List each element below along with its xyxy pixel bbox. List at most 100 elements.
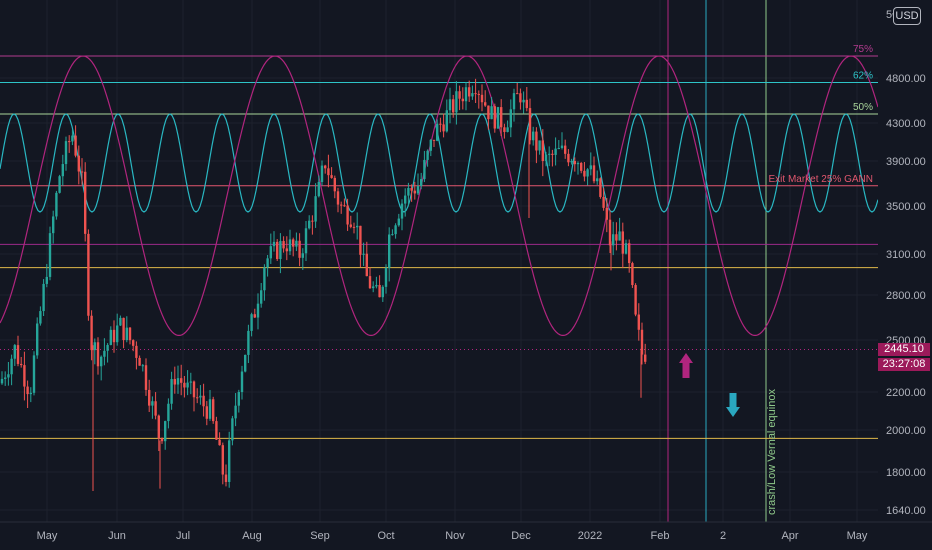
candle-body [640, 329, 644, 355]
candle-body [96, 342, 100, 367]
candle-body [439, 123, 442, 125]
candle-body [525, 99, 528, 109]
candle-body [605, 207, 608, 220]
candle-body [596, 178, 599, 182]
candle-body [544, 154, 548, 161]
candle-body [327, 168, 330, 176]
candle-body [269, 246, 272, 259]
candle-body [285, 248, 288, 252]
candle-body [135, 345, 138, 358]
y-tick-label: 2200.00 [886, 387, 926, 399]
candle-body [205, 406, 208, 419]
candle-body [311, 220, 314, 222]
candle-body [154, 401, 157, 416]
x-tick-label: Oct [377, 530, 394, 542]
candle-body [170, 379, 173, 404]
x-tick-label: May [847, 530, 868, 542]
candle-body [420, 179, 423, 186]
candle-body [240, 371, 244, 393]
candle-body [324, 165, 327, 169]
up-arrow-icon [679, 353, 693, 378]
candle-body [384, 267, 388, 287]
candle-body [522, 99, 525, 103]
candle-body [16, 345, 20, 364]
x-tick-label: Apr [781, 530, 798, 542]
candle-body [621, 231, 624, 254]
candle-body [20, 363, 23, 366]
candle-body [199, 395, 202, 398]
candle-body [13, 345, 16, 359]
candle-body [480, 94, 484, 103]
candle-body [208, 399, 212, 419]
candle-body [84, 171, 87, 234]
level-label: 62% [853, 71, 873, 82]
candle-body [477, 93, 480, 95]
candle-body [160, 438, 164, 442]
y-tick-label: 4800.00 [886, 73, 926, 85]
candle-body [279, 241, 282, 259]
candle-body [224, 474, 228, 482]
candle-body [103, 350, 106, 357]
candle-body [608, 219, 612, 246]
candle-body [589, 165, 592, 170]
candle-body [231, 418, 234, 441]
candle-body [381, 286, 384, 298]
candle-body [592, 165, 596, 182]
candle-body [391, 234, 394, 236]
countdown-badge: 23:27:08 [878, 358, 930, 371]
candle-body [644, 354, 647, 362]
candle-body [560, 145, 564, 149]
candle-body [330, 175, 333, 178]
candle-body [32, 355, 36, 393]
candle-body [74, 135, 77, 156]
candle-body [272, 241, 276, 247]
candle-body [196, 397, 199, 399]
candle-body [407, 187, 410, 196]
candle-body [247, 330, 250, 355]
candle-body [180, 378, 183, 383]
candle-body [93, 342, 96, 351]
candle-body [132, 340, 135, 346]
x-tick-label: 2022 [578, 530, 602, 542]
candle-body [276, 241, 279, 259]
candle-body [378, 284, 381, 298]
x-tick-label: Jul [176, 530, 190, 542]
level-label: 75% [853, 44, 873, 55]
level-label: Exit Market 25% GANN [769, 174, 873, 185]
candle-body [64, 141, 68, 165]
candle-body [343, 205, 346, 207]
candle-body [176, 378, 180, 385]
candle-body [234, 405, 237, 419]
x-tick-label: Nov [445, 530, 465, 542]
candle-body [471, 93, 474, 97]
candle-body [106, 344, 109, 351]
cyan-cycle-wave [0, 113, 879, 213]
candle-body [48, 233, 52, 277]
candle-body [333, 177, 336, 192]
candle-body [375, 284, 378, 287]
candle-body [26, 386, 29, 395]
candle-body [583, 170, 586, 177]
candle-body [519, 93, 522, 103]
y-tick-label: 3900.00 [886, 156, 926, 168]
candle-body [538, 140, 541, 151]
candle-body [186, 382, 189, 388]
candle-body [29, 392, 32, 395]
candle-body [189, 381, 192, 383]
candle-body [474, 93, 477, 95]
candle-body [151, 401, 154, 406]
candle-body [490, 106, 493, 120]
candle-body [423, 159, 426, 180]
currency-badge[interactable]: USD [893, 7, 921, 25]
candle-body [573, 160, 576, 165]
x-tick-label: Sep [310, 530, 330, 542]
candle-body [557, 148, 560, 150]
candle-body [263, 267, 266, 291]
candle-body [23, 365, 26, 387]
last-price-badge: 2445.10 [878, 343, 930, 356]
candle-body [410, 187, 413, 191]
candle-body [128, 327, 132, 341]
candle-body [212, 399, 215, 422]
candle-body [125, 327, 128, 341]
